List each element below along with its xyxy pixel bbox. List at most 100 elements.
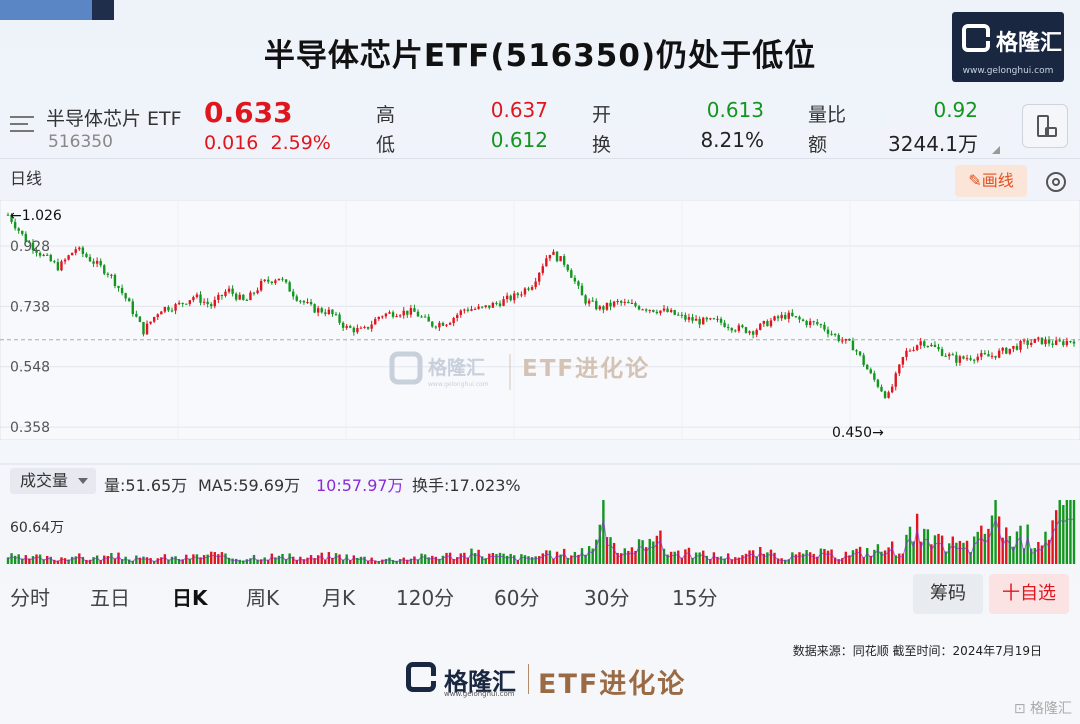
volume-bar	[356, 557, 359, 564]
volume-bar	[1037, 542, 1040, 564]
tab-0[interactable]: 分时	[10, 586, 50, 610]
volume-bar	[541, 553, 544, 564]
volume-bar	[352, 555, 356, 564]
candle-body	[762, 320, 766, 324]
tab-5[interactable]: 120分	[396, 586, 455, 610]
candle-body	[81, 247, 85, 254]
volume-bar	[741, 555, 744, 564]
candlestick-series	[6, 212, 1076, 399]
volume-bar	[17, 554, 20, 564]
tab-3[interactable]: 周K	[246, 586, 280, 610]
volume-bar	[381, 559, 384, 564]
candle-body	[92, 261, 95, 264]
volume-bar	[566, 557, 569, 564]
draw-line-button[interactable]: ✎画线	[955, 165, 1027, 197]
candle-body	[887, 392, 890, 398]
tab-4[interactable]: 月K	[322, 586, 356, 610]
corner-watermark: ⊡ 格隆汇	[1013, 701, 1072, 717]
volume-bar	[919, 541, 922, 564]
candle-body	[167, 307, 170, 311]
volume-bar	[170, 556, 174, 564]
volume-bar	[562, 548, 566, 564]
volume-bar	[1030, 548, 1033, 564]
volume-bar	[188, 558, 192, 564]
candle-body	[85, 253, 88, 257]
tab-8[interactable]: 15分	[672, 586, 718, 610]
volume-bar	[976, 531, 979, 564]
candle-body	[773, 316, 776, 321]
volume-bar	[456, 557, 459, 564]
volume-bar	[808, 552, 812, 564]
price-chart[interactable]: 格隆汇 www.gelonghui.com ETF进化论 0.9280.7380…	[0, 200, 1080, 440]
volume-bar	[848, 555, 851, 564]
add-favorite-button[interactable]: 十自选	[989, 574, 1069, 614]
volume-bar	[577, 554, 580, 564]
volume-bar	[463, 552, 466, 564]
candle-body	[217, 294, 220, 300]
tab-6[interactable]: 60分	[494, 586, 540, 610]
candle-body	[295, 296, 298, 301]
candle-body	[801, 319, 805, 321]
candle-body	[808, 321, 812, 326]
volume-bars	[0, 463, 1080, 564]
candle-body	[484, 305, 487, 307]
candle-body	[755, 329, 758, 335]
rotate-screen-button[interactable]	[1022, 104, 1068, 148]
volume-bar	[484, 558, 487, 564]
volume-bar	[534, 556, 537, 564]
candle-body	[502, 299, 505, 306]
volume-bar	[256, 559, 259, 564]
chips-button[interactable]: 筹码	[913, 574, 983, 614]
volume-bar	[666, 554, 669, 564]
volume-bar	[523, 555, 527, 564]
expand-corner-icon[interactable]	[992, 146, 1000, 154]
volume-bar	[1051, 520, 1054, 564]
volume-bar	[388, 557, 391, 564]
candle-body	[983, 353, 987, 355]
price-tick-label: 0.358	[10, 420, 50, 436]
period-label: 日线	[10, 169, 43, 188]
candle-body	[823, 324, 826, 330]
candle-body	[648, 309, 651, 311]
volume-bar	[38, 554, 42, 564]
candle-body	[652, 309, 655, 312]
volume-bar	[341, 559, 345, 564]
volume-bar	[21, 558, 24, 564]
indicator-select[interactable]: 成交量	[10, 468, 96, 494]
watermark-url: www.gelonghui.com	[428, 381, 489, 388]
tab-2[interactable]: 日K	[172, 586, 208, 610]
candle-body	[78, 247, 81, 250]
footer-brand-url: www.gelonghui.com	[444, 690, 515, 698]
candle-body	[420, 316, 423, 318]
volume-bar	[751, 550, 755, 564]
volume-bar	[331, 557, 334, 564]
candle-body	[477, 306, 480, 309]
candle-body	[473, 308, 477, 310]
candle-body	[316, 308, 320, 313]
candle-body	[605, 302, 609, 310]
volume-bar	[448, 552, 452, 564]
candle-body	[1005, 347, 1008, 354]
volume-bar	[873, 549, 876, 564]
candle-body	[905, 350, 908, 358]
candle-body	[912, 349, 915, 351]
phone-landscape-icon	[1045, 127, 1057, 137]
menu-icon[interactable]	[10, 116, 34, 137]
volume-bar	[409, 558, 413, 564]
tab-1[interactable]: 五日	[90, 586, 130, 610]
candle-body	[1030, 342, 1033, 345]
candle-body	[438, 322, 441, 328]
candle-body	[495, 302, 498, 304]
candle-body	[56, 262, 60, 271]
settings-icon[interactable]	[1046, 172, 1066, 192]
volume-bar	[630, 547, 634, 564]
volume-bar	[673, 551, 676, 564]
volume-chart[interactable]: 60.64万	[0, 462, 1080, 566]
volume-bar	[940, 535, 944, 564]
volume-bar	[883, 550, 887, 564]
volume-bar	[858, 546, 862, 564]
volume-bar	[281, 553, 284, 564]
tab-7[interactable]: 30分	[584, 586, 630, 610]
volume-bar	[901, 553, 905, 564]
volume-bar	[263, 557, 266, 564]
